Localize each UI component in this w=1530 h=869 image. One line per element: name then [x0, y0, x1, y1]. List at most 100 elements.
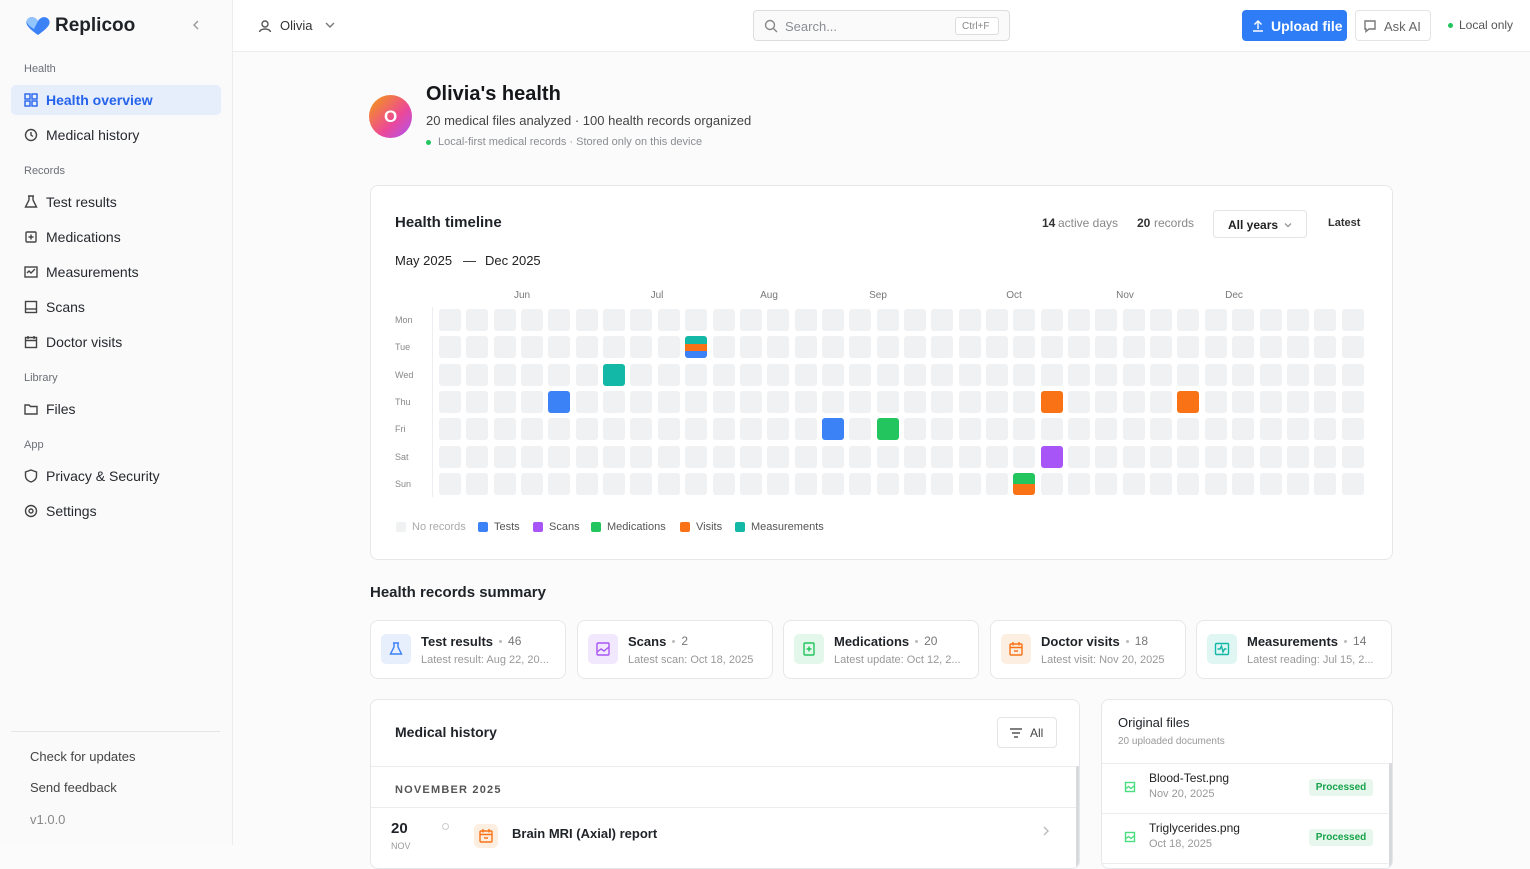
timeline-cell — [630, 309, 653, 331]
timeline-cell — [1013, 391, 1036, 414]
timeline-cell — [439, 473, 461, 496]
card-subtitle: 20 uploaded documents — [1118, 735, 1225, 747]
ask-ai-button[interactable]: Ask AI — [1355, 10, 1431, 41]
storage-status: Local only — [1459, 18, 1514, 32]
timeline-cell — [739, 336, 762, 359]
timeline-cell — [1095, 363, 1118, 386]
timeline-cell-active[interactable] — [1040, 391, 1063, 414]
summary-icon — [1001, 634, 1031, 664]
timeline-cell — [1204, 473, 1227, 496]
nav-item[interactable]: Privacy & Security — [11, 461, 221, 491]
history-filter[interactable]: All — [997, 717, 1057, 748]
timeline-cell — [466, 445, 489, 468]
summary-card[interactable]: Doctor visits 18 Latest visit: Nov 20, 202… — [990, 620, 1186, 679]
timeline-cell — [1122, 336, 1145, 359]
legend-label: Scans — [549, 521, 580, 533]
icon — [479, 829, 493, 843]
icon-part — [1284, 223, 1292, 228]
timeline-cell — [1068, 309, 1091, 331]
icon-part — [596, 642, 610, 656]
summary-detail: Latest update: Oct 12, 2... — [834, 654, 961, 666]
file-row[interactable]: Blood-Test.png Nov 20, 2025 Processed — [1102, 763, 1388, 814]
timeline-cell — [1040, 418, 1063, 441]
timeline-cell — [958, 391, 981, 414]
footer-link[interactable]: Check for updates — [30, 748, 136, 764]
timeline-cell — [1232, 445, 1255, 468]
timeline-cell — [986, 363, 1008, 386]
group-label: NOVEMBER 2025 — [395, 784, 502, 796]
icon-part — [31, 100, 38, 107]
timeline-cell — [493, 309, 516, 331]
timeline-cell-active[interactable] — [603, 363, 626, 386]
summary-count: 46 — [508, 634, 522, 648]
cell-segment — [685, 336, 708, 344]
timeline-cell-active[interactable] — [1013, 473, 1036, 496]
timeline-cell — [931, 363, 954, 386]
timeline-cell-active[interactable] — [548, 391, 571, 414]
timeline-cell — [657, 309, 680, 331]
timeline-cell — [712, 445, 735, 468]
user-name[interactable]: Olivia — [280, 17, 313, 33]
file-row[interactable]: Triglycerides.png Oct 18, 2025 Processed — [1102, 813, 1388, 864]
timeline-cell — [1341, 418, 1364, 441]
nav-item[interactable]: Settings — [11, 496, 221, 526]
avatar-initial: O — [384, 106, 398, 126]
footer-link[interactable]: Send feedback — [30, 779, 117, 795]
nav-item[interactable]: Health overview — [11, 85, 221, 115]
timeline-node — [442, 823, 449, 830]
icon-part — [1124, 831, 1136, 843]
timeline-cell-active[interactable] — [821, 418, 844, 441]
timeline-cell — [548, 445, 571, 468]
timeline-cell — [1314, 391, 1337, 414]
nav-item[interactable]: Test results — [11, 187, 221, 217]
summary-heading: Medications 20 — [834, 632, 937, 650]
entry-title[interactable]: Brain MRI (Axial) report — [512, 825, 658, 841]
search-box[interactable]: Search... Ctrl+F — [753, 10, 1010, 41]
nav-item[interactable]: Files — [11, 394, 221, 424]
timeline-cell — [903, 309, 926, 331]
icon-part — [1010, 728, 1022, 738]
nav-item[interactable]: Scans — [11, 292, 221, 322]
nav-item[interactable]: Measurements — [11, 257, 221, 287]
timeline-cell-active[interactable] — [876, 418, 899, 441]
timeline-cell — [1259, 418, 1282, 441]
legend-swatch — [680, 522, 690, 532]
sidebar: Replicoo Health Health overview Medical his… — [0, 0, 233, 845]
icon-part — [31, 93, 38, 100]
timeline-cell — [1068, 418, 1091, 441]
year-filter[interactable]: All years — [1213, 210, 1307, 238]
timeline-cell — [986, 391, 1008, 414]
nav-item[interactable]: Medical history — [11, 120, 221, 150]
nav-item[interactable]: Medications — [11, 222, 221, 252]
icon-part — [26, 17, 38, 29]
ask-ai-label: Ask AI — [1384, 18, 1421, 34]
summary-card[interactable]: Scans 2 Latest scan: Oct 18, 2025 — [577, 620, 773, 679]
status-dot — [426, 140, 431, 145]
nav-icon — [24, 300, 38, 314]
legend-label: Measurements — [751, 521, 824, 533]
timeline-cell — [630, 336, 653, 359]
upload-button[interactable]: Upload file — [1242, 10, 1347, 41]
timeline-cell — [958, 473, 981, 496]
summary-card[interactable]: Test results 46 Latest result: Aug 22, 20.… — [370, 620, 566, 679]
timeline-cell — [739, 363, 762, 386]
nav-label: Medical history — [46, 127, 140, 143]
timeline-cell — [1013, 309, 1036, 331]
separator-dot — [499, 639, 503, 643]
timeline-cell — [1177, 309, 1200, 331]
timeline-cell-active[interactable] — [685, 336, 708, 359]
timeline-cell — [548, 309, 571, 331]
range-end: Dec 2025 — [485, 252, 541, 268]
summary-card[interactable]: Measurements 14 Latest reading: Jul 15, 2.… — [1196, 620, 1392, 679]
timeline-cell — [1122, 445, 1145, 468]
timeline-cell — [1259, 445, 1282, 468]
timeline-cell — [931, 445, 954, 468]
timeline-cell — [685, 473, 708, 496]
nav-item[interactable]: Doctor visits — [11, 327, 221, 357]
nav-icon — [24, 195, 38, 208]
sort-label[interactable]: Latest — [1328, 217, 1361, 229]
summary-card[interactable]: Medications 20 Latest update: Oct 12, 2... — [783, 620, 979, 679]
timeline-cell-active[interactable] — [1177, 391, 1200, 414]
timeline-cell-active[interactable] — [1040, 445, 1063, 468]
cell-segment — [1040, 391, 1063, 414]
